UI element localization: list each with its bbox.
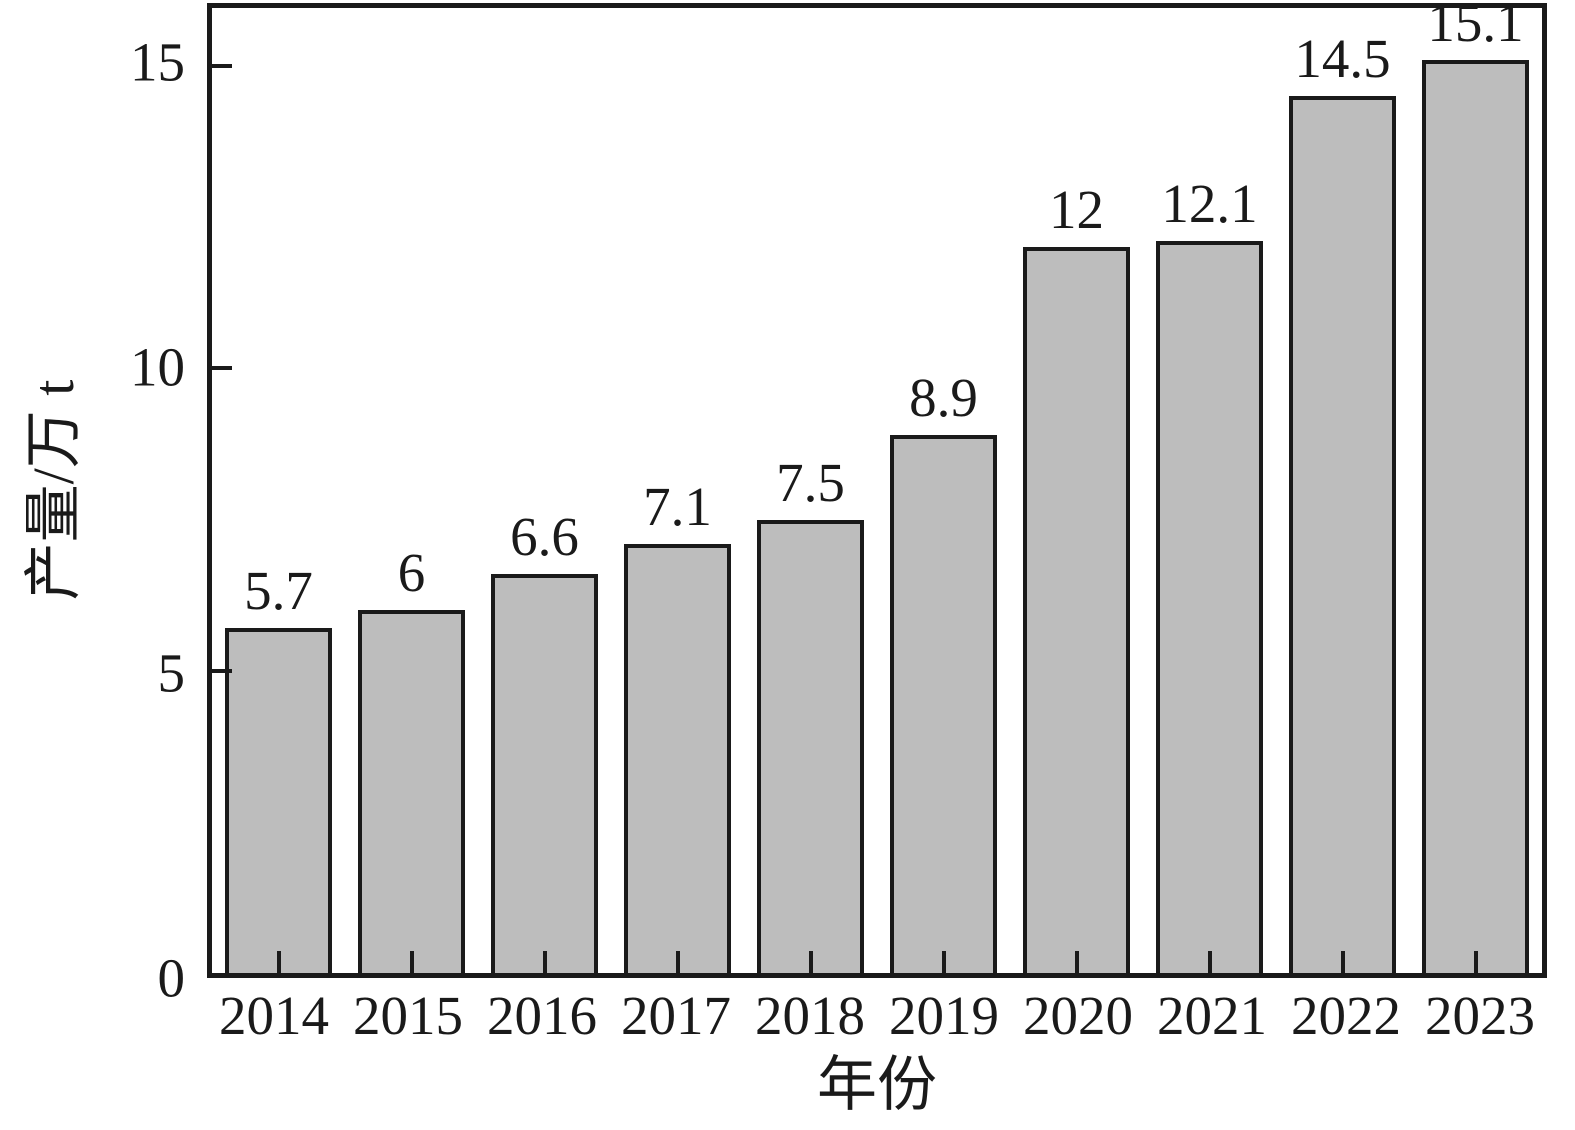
bar-2021 bbox=[1156, 241, 1263, 973]
x-tick-mark-2019 bbox=[941, 951, 946, 973]
x-tick-mark-2016 bbox=[542, 951, 547, 973]
y-tick-mark-15 bbox=[212, 64, 232, 69]
bar-slot-2020: 12 bbox=[1010, 8, 1143, 973]
bars-row: 5.7 6 6.6 7.1 7.5 8.9 12 12.1 14.5 15.1 bbox=[212, 0, 1542, 973]
bar-slot-2023: 15.1 bbox=[1409, 0, 1542, 973]
x-tick-mark-2014 bbox=[276, 951, 281, 973]
y-tick-label-0: 0 bbox=[157, 947, 186, 1009]
bar-2019 bbox=[890, 434, 997, 973]
x-tick-mark-2017 bbox=[675, 951, 680, 973]
bar-value-label-2014: 5.7 bbox=[244, 560, 313, 622]
bar-slot-2014: 5.7 bbox=[212, 8, 345, 973]
bar-2023 bbox=[1422, 60, 1529, 973]
bar-2022 bbox=[1289, 96, 1396, 973]
x-tick-mark-2023 bbox=[1473, 951, 1478, 973]
bar-value-label-2021: 12.1 bbox=[1161, 173, 1258, 235]
bar-slot-2018: 7.5 bbox=[744, 8, 877, 973]
y-tick-mark-5 bbox=[212, 668, 232, 673]
x-axis-tick-labels: 2014 2015 2016 2017 2018 2019 2020 2021 2022 2023 bbox=[207, 985, 1547, 1047]
y-tick-mark-10 bbox=[212, 366, 232, 371]
bar-value-label-2023: 15.1 bbox=[1427, 0, 1524, 53]
bar-2014 bbox=[225, 628, 332, 973]
x-tick-label-2014: 2014 bbox=[219, 985, 329, 1046]
bar-slot-2021: 12.1 bbox=[1143, 8, 1276, 973]
bar-2018 bbox=[757, 519, 864, 973]
x-tick-mark-2021 bbox=[1207, 951, 1212, 973]
bar-2017 bbox=[624, 543, 731, 973]
x-tick-mark-2022 bbox=[1340, 951, 1345, 973]
y-tick-label-5: 5 bbox=[157, 642, 186, 704]
x-tick-mark-2015 bbox=[409, 951, 414, 973]
x-tick-label-2015: 2015 bbox=[353, 985, 463, 1046]
x-tick-mark-2020 bbox=[1074, 951, 1079, 973]
plot-area: 5.7 6 6.6 7.1 7.5 8.9 12 12.1 14.5 15.1 bbox=[207, 0, 1547, 978]
bar-slot-2022: 14.5 bbox=[1276, 8, 1409, 973]
x-tick-label-2020: 2020 bbox=[1023, 985, 1133, 1046]
bar-slot-2016: 6.6 bbox=[478, 8, 611, 973]
y-tick-label-10: 10 bbox=[130, 336, 185, 398]
bar-value-label-2022: 14.5 bbox=[1294, 28, 1391, 90]
bar-2020 bbox=[1023, 247, 1130, 973]
bar-value-label-2016: 6.6 bbox=[510, 505, 579, 567]
x-tick-mark-2018 bbox=[808, 951, 813, 973]
y-axis-tick-labels: 0 5 10 15 bbox=[0, 3, 190, 1005]
bar-slot-2017: 7.1 bbox=[611, 8, 744, 973]
bar-slot-2019: 8.9 bbox=[877, 8, 1010, 973]
x-tick-label-2023: 2023 bbox=[1425, 985, 1535, 1046]
x-tick-label-2018: 2018 bbox=[755, 985, 865, 1046]
x-tick-label-2022: 2022 bbox=[1291, 985, 1401, 1046]
x-tick-label-2021: 2021 bbox=[1157, 985, 1267, 1046]
x-tick-label-2017: 2017 bbox=[621, 985, 731, 1046]
bar-value-label-2018: 7.5 bbox=[776, 451, 845, 513]
bar-value-label-2019: 8.9 bbox=[909, 366, 978, 428]
bar-2015 bbox=[358, 610, 465, 973]
bar-value-label-2017: 7.1 bbox=[643, 475, 712, 537]
bar-2016 bbox=[491, 573, 598, 973]
x-tick-label-2016: 2016 bbox=[487, 985, 597, 1046]
bar-value-label-2015: 6 bbox=[397, 542, 426, 604]
bar-value-label-2020: 12 bbox=[1049, 179, 1104, 241]
x-axis-title: 年份 bbox=[817, 1052, 937, 1118]
x-tick-label-2019: 2019 bbox=[889, 985, 999, 1046]
y-tick-label-15: 15 bbox=[130, 31, 185, 93]
bar-slot-2015: 6 bbox=[345, 8, 478, 973]
